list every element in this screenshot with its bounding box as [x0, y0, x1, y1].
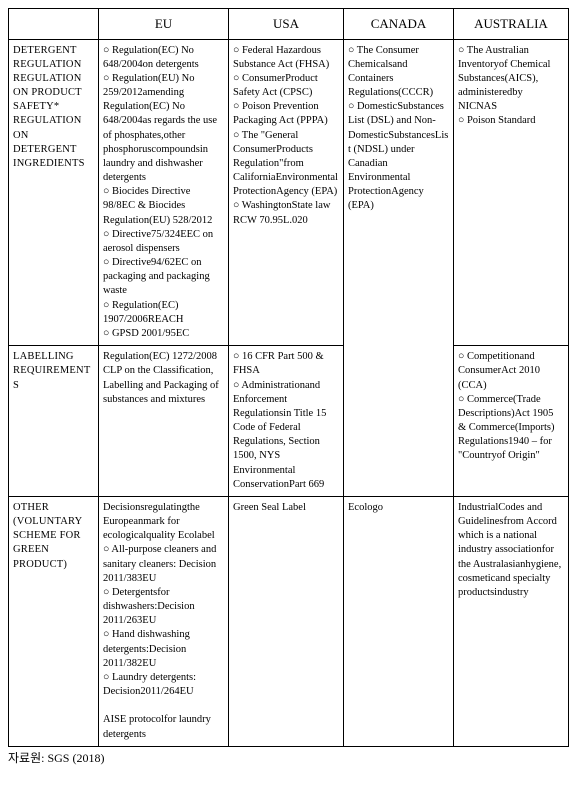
regulation-comparison-table: EU USA CANADA AUSTRALIA DETERGENT REGULA… — [8, 8, 569, 747]
cell-canada-detergent-labelling: ○ The Consumer Chemicalsand Containers R… — [344, 39, 454, 496]
cell-australia-other: IndustrialCodes and Guidelinesfrom Accor… — [454, 496, 569, 746]
cell-eu-labelling: Regulation(EC) 1272/2008 CLP on the Clas… — [99, 346, 229, 497]
col-header-usa: USA — [229, 9, 344, 40]
table-row: LABELLING REQUIREMENTS Regulation(EC) 12… — [9, 346, 569, 497]
row-header-other-voluntary: OTHER (VOLUNTARY SCHEME FOR GREEN PRODUC… — [9, 496, 99, 746]
table-header-row: EU USA CANADA AUSTRALIA — [9, 9, 569, 40]
table-row: DETERGENT REGULATION REGULATION ON PRODU… — [9, 39, 569, 346]
cell-canada-other: Ecologo — [344, 496, 454, 746]
source-citation: 자료원: SGS (2018) — [8, 749, 567, 766]
row-header-detergent-regulation: DETERGENT REGULATION REGULATION ON PRODU… — [9, 39, 99, 346]
col-header-eu: EU — [99, 9, 229, 40]
cell-eu-detergent: ○ Regulation(EC) No 648/2004on detergent… — [99, 39, 229, 346]
cell-usa-other: Green Seal Label — [229, 496, 344, 746]
cell-usa-detergent: ○ Federal Hazardous Substance Act (FHSA)… — [229, 39, 344, 346]
cell-australia-detergent: ○ The Australian Inventoryof Chemical Su… — [454, 39, 569, 346]
col-header-australia: AUSTRALIA — [454, 9, 569, 40]
cell-eu-other: Decisionsregulatingthe Europeanmark for … — [99, 496, 229, 746]
col-header-canada: CANADA — [344, 9, 454, 40]
col-header-blank — [9, 9, 99, 40]
row-header-labelling: LABELLING REQUIREMENTS — [9, 346, 99, 497]
cell-usa-labelling: ○ 16 CFR Part 500 & FHSA ○ Administratio… — [229, 346, 344, 497]
table-row: OTHER (VOLUNTARY SCHEME FOR GREEN PRODUC… — [9, 496, 569, 746]
cell-australia-labelling: ○ Competitionand ConsumerAct 2010 (CCA) … — [454, 346, 569, 497]
